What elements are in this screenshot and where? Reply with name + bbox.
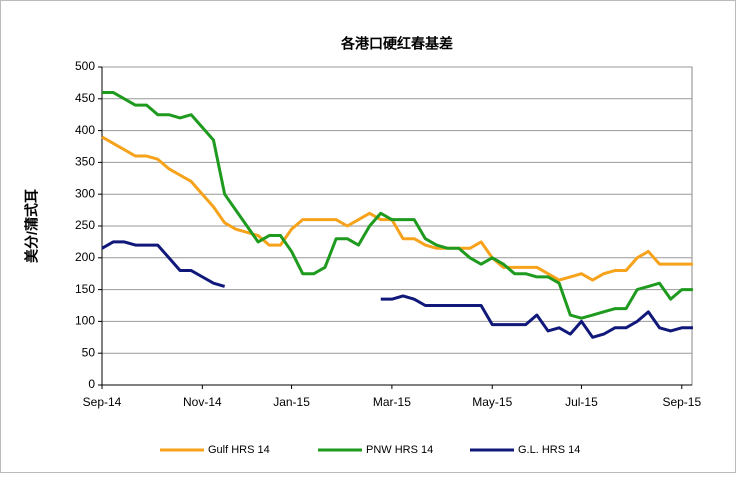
y-tick-label: 100 <box>75 314 95 328</box>
y-tick-label: 450 <box>75 91 95 105</box>
y-tick-label: 400 <box>75 123 95 137</box>
x-tick-label: Jan-15 <box>273 395 310 409</box>
x-tick-label: Sep-15 <box>662 395 701 409</box>
series-line <box>102 90 693 320</box>
series-line <box>101 240 693 339</box>
y-tick-label: 350 <box>75 155 95 169</box>
x-tick-label: Nov-14 <box>183 395 222 409</box>
x-tick-label: Sep-14 <box>83 395 122 409</box>
y-tick-label: 200 <box>75 250 95 264</box>
y-tick-label: 250 <box>75 218 95 232</box>
x-tick-label: May-15 <box>472 395 512 409</box>
series-line <box>101 135 693 282</box>
legend-label: G.L. HRS 14 <box>518 444 580 456</box>
legend-label: Gulf HRS 14 <box>208 444 270 456</box>
y-tick-label: 0 <box>88 377 95 391</box>
x-tick-label: Jul-15 <box>565 395 598 409</box>
y-tick-label: 150 <box>75 282 95 296</box>
y-tick-label: 500 <box>75 59 95 73</box>
y-tick-label: 50 <box>82 345 96 359</box>
y-axis-label: 美分/蒲式耳 <box>24 189 40 263</box>
y-tick-label: 300 <box>75 186 95 200</box>
chart-title: 各港口硬红春基差 <box>340 36 453 52</box>
x-tick-label: Mar-15 <box>373 395 411 409</box>
legend-label: PNW HRS 14 <box>366 444 433 456</box>
